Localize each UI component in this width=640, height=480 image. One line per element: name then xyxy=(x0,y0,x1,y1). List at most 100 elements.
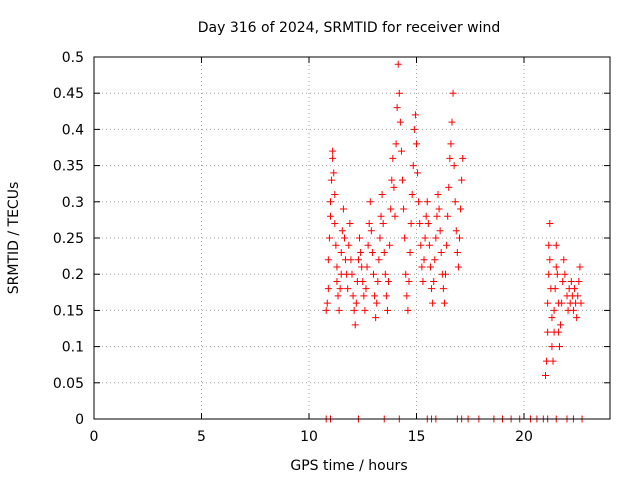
y-tick-label: 0.15 xyxy=(53,303,84,319)
data-point-plus xyxy=(345,241,353,249)
data-point-plus xyxy=(323,299,331,307)
x-tick-label: 5 xyxy=(197,429,206,445)
data-point-plus xyxy=(569,306,577,314)
data-point-plus xyxy=(417,241,425,249)
data-point-plus xyxy=(416,220,424,228)
data-point-plus xyxy=(558,299,566,307)
data-point-plus xyxy=(348,270,356,278)
data-point-plus xyxy=(407,220,415,228)
data-point-plus xyxy=(387,205,395,213)
data-point-plus xyxy=(410,125,418,133)
y-tick-label: 0.35 xyxy=(53,159,84,175)
data-point-plus xyxy=(338,227,346,235)
data-point-plus xyxy=(452,227,460,235)
data-point-plus xyxy=(419,277,427,285)
data-point-plus xyxy=(356,234,364,242)
data-point-plus xyxy=(375,256,383,264)
data-point-plus xyxy=(344,285,352,293)
data-point-plus xyxy=(454,263,462,271)
data-point-plus xyxy=(334,292,342,300)
data-point-plus xyxy=(561,270,569,278)
data-point-plus xyxy=(330,169,338,177)
data-point-plus xyxy=(370,270,377,278)
y-tick-label: 0.5 xyxy=(62,50,84,66)
data-point-plus xyxy=(362,285,370,293)
data-point-plus xyxy=(426,263,434,271)
data-point-plus xyxy=(444,212,452,220)
data-point-plus xyxy=(324,256,332,264)
y-tick-label: 0 xyxy=(75,412,84,428)
data-point-plus xyxy=(328,176,336,184)
data-point-plus xyxy=(354,256,362,264)
data-point-plus xyxy=(351,321,359,329)
data-point-plus xyxy=(329,147,337,155)
data-point-plus xyxy=(575,277,583,285)
data-point-plus xyxy=(329,154,337,162)
data-point-plus xyxy=(424,220,432,228)
data-point-plus xyxy=(324,285,332,293)
data-point-plus xyxy=(550,306,558,314)
data-point-plus xyxy=(405,277,413,285)
data-point-plus xyxy=(408,191,416,199)
x-tick-label: 20 xyxy=(515,429,533,445)
data-point-plus xyxy=(332,241,340,249)
data-point-plus xyxy=(399,176,407,184)
data-point-plus xyxy=(420,256,428,264)
data-point-plus xyxy=(421,234,429,242)
data-point-plus xyxy=(428,285,436,293)
data-point-plus xyxy=(337,248,345,256)
y-tick-label: 0.1 xyxy=(62,340,84,356)
data-point-plus xyxy=(548,314,556,322)
data-point-plus xyxy=(543,357,551,365)
data-point-plus xyxy=(359,277,367,285)
data-point-plus xyxy=(327,198,334,206)
data-point-plus xyxy=(368,248,376,256)
data-point-plus xyxy=(374,277,382,285)
data-point-plus xyxy=(366,198,374,206)
data-point-plus xyxy=(449,89,457,97)
data-point-plus xyxy=(331,220,339,228)
data-point-plus xyxy=(439,285,447,293)
data-point-plus xyxy=(577,299,585,307)
data-point-plus xyxy=(365,220,373,228)
data-point-plus xyxy=(346,220,354,228)
data-point-plus xyxy=(331,191,339,199)
data-point-plus xyxy=(335,306,343,314)
data-point-plus xyxy=(551,285,559,293)
data-point-plus xyxy=(367,227,375,235)
data-point-plus xyxy=(443,241,451,249)
data-point-plus xyxy=(436,227,444,235)
data-point-plus xyxy=(545,241,553,249)
y-axis-title: SRMTID / TECUs xyxy=(6,182,22,295)
data-point-plus xyxy=(560,256,568,264)
data-point-plus xyxy=(459,154,467,162)
data-point-plus xyxy=(380,248,388,256)
data-point-plus xyxy=(554,328,562,336)
data-point-plus xyxy=(571,285,579,293)
data-point-plus xyxy=(573,314,581,322)
data-point-plus xyxy=(433,212,441,220)
data-point-plus xyxy=(377,212,385,220)
data-point-plus xyxy=(391,212,399,220)
data-point-plus xyxy=(453,248,461,256)
data-point-plus xyxy=(430,277,438,285)
data-point-plus xyxy=(567,277,575,285)
data-point-plus xyxy=(363,263,371,271)
data-point-plus xyxy=(333,277,341,285)
x-tick-label: 0 xyxy=(90,429,99,445)
data-point-plus xyxy=(546,220,554,228)
data-point-plus xyxy=(322,306,330,314)
data-point-plus xyxy=(352,299,360,307)
data-point-plus xyxy=(400,205,408,213)
data-point-plus xyxy=(401,234,409,242)
data-point-plus xyxy=(409,162,417,170)
data-point-plus xyxy=(383,306,391,314)
data-point-plus xyxy=(360,292,368,300)
data-point-plus xyxy=(361,306,369,314)
data-point-plus xyxy=(388,176,396,184)
data-point-plus xyxy=(559,277,567,285)
data-point-plus xyxy=(371,292,379,300)
data-point-plus xyxy=(545,270,553,278)
data-point-plus xyxy=(548,343,556,351)
